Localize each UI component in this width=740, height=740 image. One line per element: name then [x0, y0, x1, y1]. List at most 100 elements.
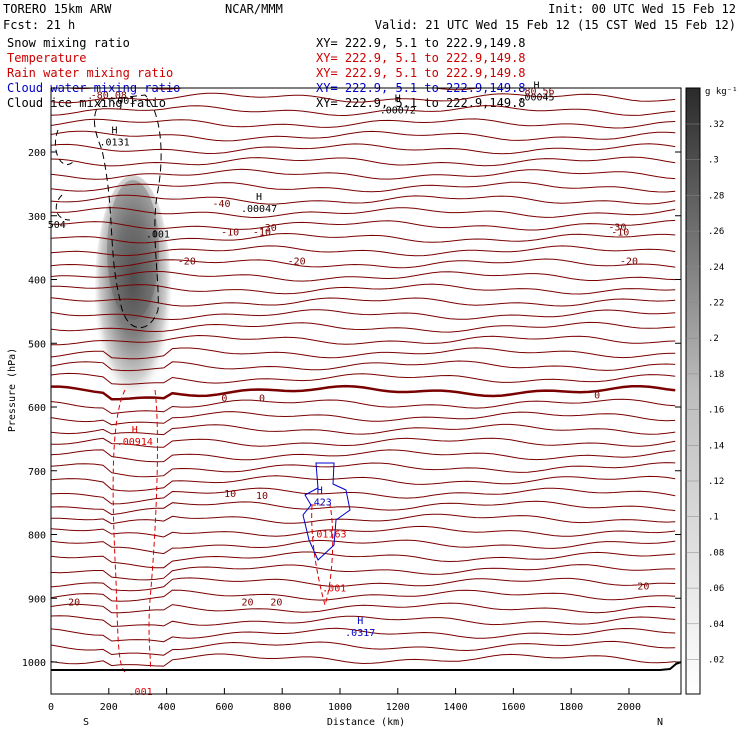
isotherm-line	[51, 258, 676, 269]
isotherm-line	[51, 551, 676, 569]
isotherm-line	[51, 627, 676, 643]
hydrometeor-contours	[54, 94, 351, 673]
isotherm-line	[51, 347, 676, 360]
isotherm-label: -10	[221, 228, 239, 239]
extremum-value: .001	[146, 230, 170, 241]
extremum-value: .001	[111, 96, 135, 107]
isotherm-label: 10	[256, 491, 268, 502]
isotherm-line	[51, 219, 676, 231]
isotherm-line	[51, 92, 676, 104]
endpoint-north: N	[657, 717, 663, 728]
extremum-value: -80.56	[518, 86, 554, 97]
isotherm-line	[51, 270, 676, 282]
isotherm-line	[51, 423, 676, 436]
colorbar-label: .26	[708, 227, 724, 237]
isotherm-line	[51, 372, 676, 385]
extremum-value: 504	[48, 220, 66, 231]
isotherm-label: 20	[637, 582, 649, 593]
isotherm-label: 0	[594, 390, 600, 401]
isotherm-line	[51, 513, 676, 525]
isotherm-label: 0	[221, 393, 227, 404]
extremum-value: .00045	[518, 93, 554, 104]
plot-frame	[50, 87, 682, 695]
isotherm-label: 20	[241, 597, 253, 608]
y-tick-label: 800	[28, 531, 46, 542]
x-tick-label: 1000	[328, 702, 352, 713]
field-name: Snow mixing ratio	[7, 36, 130, 50]
colorbar-label: .06	[708, 584, 724, 594]
isotherm-line	[51, 194, 676, 205]
y-tick-label: 400	[28, 276, 46, 287]
colorbar-label: .28	[708, 191, 724, 201]
rain-contour	[311, 504, 334, 607]
isotherm-label: -30	[259, 223, 277, 234]
x-tick-label: 400	[158, 702, 176, 713]
y-tick-label: 1000	[22, 658, 46, 669]
x-tick-label: 1600	[501, 702, 525, 713]
center-label: NCAR/MMM	[225, 2, 283, 16]
isotherm-label: -20	[620, 256, 638, 267]
extremum-value: .00072	[380, 105, 416, 116]
isotherm-label: -20	[288, 256, 306, 267]
x-tick-label: 2000	[617, 702, 641, 713]
isotherm-label: -10	[253, 228, 271, 239]
isotherm-line	[51, 143, 676, 155]
colorbar-label: .22	[708, 299, 724, 309]
isotherm-line	[51, 437, 676, 448]
colorbar-label: .1	[708, 513, 719, 523]
isotherm-line	[51, 105, 676, 117]
y-tick-label: 500	[28, 339, 46, 350]
isotherm-label: 20	[68, 597, 80, 608]
x-tick-label: 1200	[386, 702, 410, 713]
extremum-value: .001	[129, 687, 153, 698]
cloud-water-contour	[302, 462, 351, 561]
extremum-value: .0317	[345, 628, 375, 639]
y-tick-label: 900	[28, 594, 46, 605]
y-tick-label: 300	[28, 212, 46, 223]
isotherm-line	[51, 360, 676, 372]
extremum-marker: H	[395, 93, 401, 104]
isotherm-line	[51, 487, 676, 505]
isotherm-line	[51, 500, 676, 516]
isotherm-line	[51, 653, 676, 667]
extremum-marker: H	[132, 425, 138, 436]
field-coords: XY= 222.9, 5.1 to 222.9,149.8	[316, 36, 526, 50]
isotherm-label: -30	[608, 223, 626, 234]
zero-isotherm	[51, 384, 676, 401]
isotherm-line	[51, 564, 676, 581]
colorbar-label: .2	[708, 334, 719, 344]
x-axis: 0 200 400 600 800 1000 1200 1400 1600 1800 2000	[48, 688, 641, 713]
isotherm-label: -20	[178, 256, 196, 267]
forecast-hour: Fcst: 21 h	[3, 18, 75, 32]
x-tick-label: 200	[100, 702, 118, 713]
isotherm-line	[51, 577, 676, 592]
colorbar-label: .24	[708, 263, 724, 273]
colorbar-labels: .32 .3 .28 .26 .24 .22 .2 .18 .16 .14 .12 .1 .08 .06.…	[686, 120, 724, 666]
x-tick-label: 0	[48, 702, 54, 713]
extremum-marker: H	[357, 616, 363, 627]
isotherm-label: 20	[270, 597, 282, 608]
colorbar-label: .3	[708, 156, 719, 166]
colorbar	[685, 87, 701, 695]
isotherm-line	[51, 525, 676, 538]
x-axis-title: Distance (km)	[327, 717, 405, 728]
isotherm-line	[51, 539, 676, 555]
colorbar-label: .08	[708, 548, 724, 558]
y-tick-label: 700	[28, 467, 46, 478]
endpoint-south: S	[83, 717, 89, 728]
isotherm-line	[51, 475, 676, 492]
isotherm-line	[51, 398, 676, 415]
isotherm-label: -40	[212, 199, 230, 210]
isotherm-label: 10	[224, 489, 236, 500]
extremum-marker: H	[317, 485, 323, 496]
extremum-value: .00047	[241, 204, 277, 215]
field-coords: XY= 222.9, 5.1 to 222.9,149.8	[316, 51, 526, 65]
isotherm-line	[51, 168, 676, 180]
isotherm-line	[51, 156, 676, 167]
extremum-value: .01163	[310, 529, 346, 540]
colorbar-label: .18	[708, 370, 724, 380]
isotherm-line	[51, 130, 676, 142]
isotherm-line	[51, 640, 676, 656]
